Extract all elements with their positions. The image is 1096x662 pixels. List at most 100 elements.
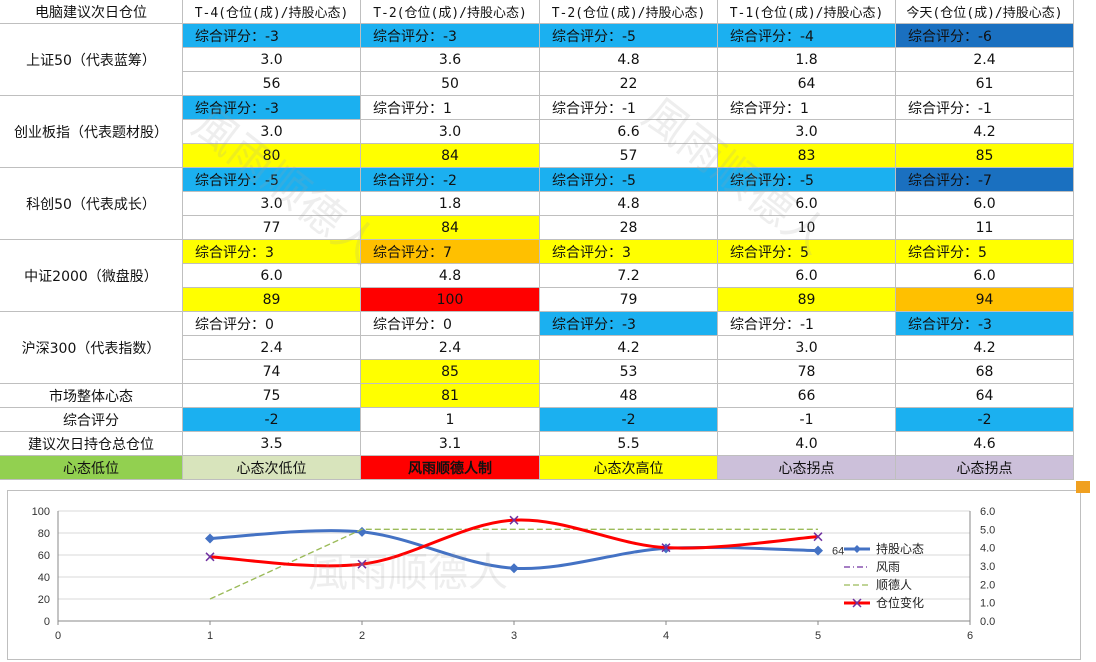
mood-cell[interactable]: 89 bbox=[718, 288, 896, 312]
summary-value-cell[interactable]: 4.6 bbox=[896, 432, 1074, 456]
mood-cell[interactable]: 68 bbox=[896, 360, 1074, 384]
position-cell[interactable]: 4.8 bbox=[540, 192, 718, 216]
position-cell[interactable]: 3.0 bbox=[718, 336, 896, 360]
score-cell[interactable]: 综合评分：-3 bbox=[361, 24, 540, 48]
mood-cell[interactable]: 84 bbox=[361, 216, 540, 240]
mood-cell[interactable]: 85 bbox=[361, 360, 540, 384]
legend-swatch-cell[interactable]: 心态次低位 bbox=[183, 456, 361, 480]
mood-cell[interactable]: 56 bbox=[183, 72, 361, 96]
mood-cell[interactable]: 61 bbox=[896, 72, 1074, 96]
mood-cell[interactable]: 100 bbox=[361, 288, 540, 312]
position-cell[interactable]: 6.0 bbox=[896, 192, 1074, 216]
mood-cell[interactable]: 94 bbox=[896, 288, 1074, 312]
position-cell[interactable]: 1.8 bbox=[361, 192, 540, 216]
mood-cell[interactable]: 28 bbox=[540, 216, 718, 240]
column-header-cell[interactable]: T-1(仓位(成)/持股心态) bbox=[718, 0, 896, 24]
summary-value-cell[interactable]: -2 bbox=[540, 408, 718, 432]
mood-cell[interactable]: 78 bbox=[718, 360, 896, 384]
position-cell[interactable]: 3.0 bbox=[183, 120, 361, 144]
summary-label-cell[interactable]: 建议次日持仓总仓位 bbox=[0, 432, 183, 456]
score-cell[interactable]: 综合评分：-1 bbox=[896, 96, 1074, 120]
summary-value-cell[interactable]: 3.5 bbox=[183, 432, 361, 456]
summary-value-cell[interactable]: 64 bbox=[896, 384, 1074, 408]
summary-value-cell[interactable]: -2 bbox=[183, 408, 361, 432]
mood-cell[interactable]: 53 bbox=[540, 360, 718, 384]
mood-cell[interactable]: 77 bbox=[183, 216, 361, 240]
summary-value-cell[interactable]: 75 bbox=[183, 384, 361, 408]
position-cell[interactable]: 4.8 bbox=[361, 264, 540, 288]
summary-value-cell[interactable]: 3.1 bbox=[361, 432, 540, 456]
legend-swatch-cell[interactable]: 心态拐点 bbox=[718, 456, 896, 480]
mood-cell[interactable]: 22 bbox=[540, 72, 718, 96]
position-cell[interactable]: 6.0 bbox=[896, 264, 1074, 288]
index-label-cell[interactable]: 科创50（代表成长） bbox=[0, 168, 183, 240]
legend-swatch-cell[interactable]: 风雨顺德人制 bbox=[361, 456, 540, 480]
score-cell[interactable]: 综合评分：0 bbox=[361, 312, 540, 336]
position-cell[interactable]: 6.0 bbox=[183, 264, 361, 288]
position-cell[interactable]: 7.2 bbox=[540, 264, 718, 288]
score-cell[interactable]: 综合评分：5 bbox=[718, 240, 896, 264]
score-cell[interactable]: 综合评分：-3 bbox=[540, 312, 718, 336]
position-cell[interactable]: 2.4 bbox=[361, 336, 540, 360]
score-cell[interactable]: 综合评分：-6 bbox=[896, 24, 1074, 48]
summary-value-cell[interactable]: 5.5 bbox=[540, 432, 718, 456]
score-cell[interactable]: 综合评分：-7 bbox=[896, 168, 1074, 192]
mood-cell[interactable]: 83 bbox=[718, 144, 896, 168]
score-cell[interactable]: 综合评分：-1 bbox=[540, 96, 718, 120]
legend-swatch-cell[interactable]: 心态次高位 bbox=[540, 456, 718, 480]
position-cell[interactable]: 3.0 bbox=[361, 120, 540, 144]
position-cell[interactable]: 4.2 bbox=[540, 336, 718, 360]
summary-value-cell[interactable]: -1 bbox=[718, 408, 896, 432]
score-cell[interactable]: 综合评分：-2 bbox=[361, 168, 540, 192]
score-cell[interactable]: 综合评分：-3 bbox=[896, 312, 1074, 336]
corner-header-cell[interactable]: 电脑建议次日仓位 bbox=[0, 0, 183, 24]
summary-value-cell[interactable]: 81 bbox=[361, 384, 540, 408]
position-cell[interactable]: 3.0 bbox=[183, 192, 361, 216]
legend-swatch-cell[interactable]: 心态拐点 bbox=[896, 456, 1074, 480]
score-cell[interactable]: 综合评分：0 bbox=[183, 312, 361, 336]
mood-cell[interactable]: 84 bbox=[361, 144, 540, 168]
position-cell[interactable]: 1.8 bbox=[718, 48, 896, 72]
mood-cell[interactable]: 50 bbox=[361, 72, 540, 96]
index-label-cell[interactable]: 创业板指（代表题材股） bbox=[0, 96, 183, 168]
legend-swatch-cell[interactable]: 心态低位 bbox=[0, 456, 183, 480]
position-cell[interactable]: 2.4 bbox=[896, 48, 1074, 72]
position-cell[interactable]: 2.4 bbox=[183, 336, 361, 360]
position-cell[interactable]: 6.6 bbox=[540, 120, 718, 144]
position-cell[interactable]: 6.0 bbox=[718, 264, 896, 288]
mood-cell[interactable]: 80 bbox=[183, 144, 361, 168]
score-cell[interactable]: 综合评分：-5 bbox=[718, 168, 896, 192]
summary-value-cell[interactable]: -2 bbox=[896, 408, 1074, 432]
position-cell[interactable]: 3.0 bbox=[718, 120, 896, 144]
column-header-cell[interactable]: T-2(仓位(成)/持股心态) bbox=[361, 0, 540, 24]
summary-value-cell[interactable]: 1 bbox=[361, 408, 540, 432]
position-cell[interactable]: 4.2 bbox=[896, 120, 1074, 144]
position-cell[interactable]: 6.0 bbox=[718, 192, 896, 216]
mood-cell[interactable]: 85 bbox=[896, 144, 1074, 168]
mood-cell[interactable]: 64 bbox=[718, 72, 896, 96]
score-cell[interactable]: 综合评分：-3 bbox=[183, 96, 361, 120]
mood-cell[interactable]: 11 bbox=[896, 216, 1074, 240]
position-cell[interactable]: 3.0 bbox=[183, 48, 361, 72]
mood-cell[interactable]: 10 bbox=[718, 216, 896, 240]
score-cell[interactable]: 综合评分：7 bbox=[361, 240, 540, 264]
score-cell[interactable]: 综合评分：3 bbox=[183, 240, 361, 264]
summary-value-cell[interactable]: 48 bbox=[540, 384, 718, 408]
index-label-cell[interactable]: 沪深300（代表指数） bbox=[0, 312, 183, 384]
column-header-cell[interactable]: 今天(仓位(成)/持股心态) bbox=[896, 0, 1074, 24]
position-cell[interactable]: 3.6 bbox=[361, 48, 540, 72]
mood-cell[interactable]: 57 bbox=[540, 144, 718, 168]
score-cell[interactable]: 综合评分：-1 bbox=[718, 312, 896, 336]
mood-cell[interactable]: 79 bbox=[540, 288, 718, 312]
score-cell[interactable]: 综合评分：-4 bbox=[718, 24, 896, 48]
summary-label-cell[interactable]: 市场整体心态 bbox=[0, 384, 183, 408]
mood-cell[interactable]: 74 bbox=[183, 360, 361, 384]
index-label-cell[interactable]: 中证2000（微盘股） bbox=[0, 240, 183, 312]
position-cell[interactable]: 4.8 bbox=[540, 48, 718, 72]
score-cell[interactable]: 综合评分：-5 bbox=[183, 168, 361, 192]
score-cell[interactable]: 综合评分：1 bbox=[718, 96, 896, 120]
score-cell[interactable]: 综合评分：-3 bbox=[183, 24, 361, 48]
mood-cell[interactable]: 89 bbox=[183, 288, 361, 312]
score-cell[interactable]: 综合评分：1 bbox=[361, 96, 540, 120]
column-header-cell[interactable]: T-2(仓位(成)/持股心态) bbox=[540, 0, 718, 24]
